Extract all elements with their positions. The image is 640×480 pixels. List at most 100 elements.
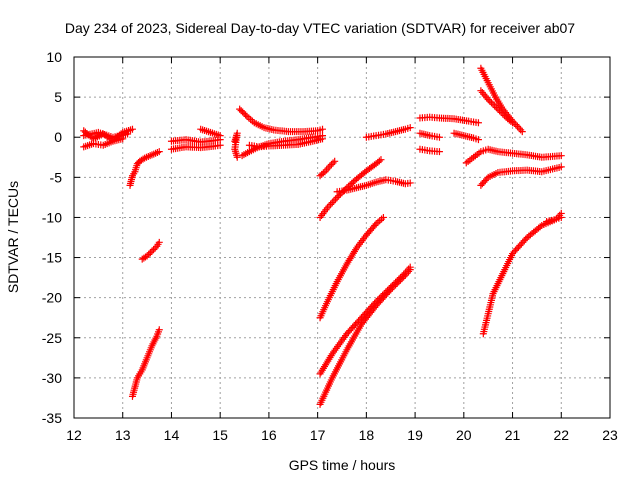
data-point (557, 152, 565, 160)
series-s16 (333, 176, 414, 196)
data-point (319, 169, 327, 177)
series-s30 (543, 213, 565, 225)
y-tick-label: -10 (42, 209, 62, 225)
data-point (330, 197, 338, 205)
series-s28 (477, 87, 517, 127)
series-s18 (316, 213, 387, 322)
data-point (387, 286, 395, 294)
series-s20 (316, 266, 414, 408)
y-tick-label: -15 (42, 250, 62, 266)
series-s10 (231, 129, 241, 161)
y-tick-label: 5 (54, 89, 62, 105)
data-point (332, 195, 340, 203)
data-point (513, 122, 521, 130)
data-point (522, 235, 530, 243)
series-s14 (316, 157, 339, 180)
y-tick-label: -20 (42, 290, 62, 306)
data-point (507, 117, 515, 125)
data-point (376, 217, 384, 225)
series-s22 (416, 129, 443, 141)
data-point (494, 105, 502, 113)
data-point (390, 282, 398, 290)
x-axis-label: GPS time / hours (289, 457, 396, 473)
x-tick-label: 20 (456, 427, 472, 443)
series-s5 (138, 238, 163, 263)
data-point (146, 249, 154, 257)
data-point (148, 247, 156, 255)
data-point (325, 202, 333, 210)
data-point (329, 159, 337, 167)
data-point (348, 179, 356, 187)
data-point (233, 153, 241, 161)
data-point (388, 284, 396, 292)
data-point (497, 108, 505, 116)
data-point (395, 278, 403, 286)
data-point (328, 199, 336, 207)
series-s2 (80, 135, 127, 151)
data-point (371, 221, 379, 229)
y-tick-label: 10 (46, 49, 62, 65)
data-point (151, 244, 159, 252)
series-s27 (477, 64, 526, 136)
data-point (496, 107, 504, 115)
data-point (435, 133, 443, 141)
series-s23 (450, 129, 482, 144)
data-point (392, 281, 400, 289)
y-tick-label: -5 (50, 169, 63, 185)
series-s9 (197, 125, 224, 140)
series-s15 (316, 156, 385, 221)
data-point (150, 246, 158, 254)
series-s29 (479, 209, 565, 338)
data-point (515, 124, 523, 132)
x-tick-label: 14 (164, 427, 180, 443)
marks-layer (80, 64, 565, 408)
data-point (216, 141, 224, 149)
data-point (396, 276, 404, 284)
data-point (331, 157, 339, 165)
x-tick-label: 23 (602, 427, 618, 443)
data-point (374, 218, 382, 226)
data-point (484, 96, 492, 104)
data-point (500, 112, 508, 120)
data-point (327, 160, 335, 168)
chart-title: Day 234 of 2023, Sidereal Day-to-day VTE… (65, 20, 575, 36)
y-tick-label: -35 (42, 410, 62, 426)
data-point (499, 110, 507, 118)
data-point (145, 250, 153, 258)
data-point (509, 119, 517, 127)
data-point (557, 213, 565, 221)
x-tick-label: 18 (359, 427, 375, 443)
data-point (517, 126, 525, 134)
data-point (124, 130, 132, 138)
series-s6 (128, 326, 163, 400)
y-tick-label: -30 (42, 370, 62, 386)
data-point (128, 125, 136, 133)
data-point (326, 162, 334, 170)
data-point (379, 213, 387, 221)
data-point (400, 273, 408, 281)
data-point (518, 128, 526, 136)
data-point (406, 266, 414, 274)
x-tick-label: 22 (553, 427, 569, 443)
data-point (349, 178, 357, 186)
series-s4 (126, 148, 163, 189)
ticks-layer: 12 13 14 15 16 17 18 19 20 21 22 23 -35 -30 -25 -20 -15 -… (42, 49, 618, 443)
data-point (319, 135, 327, 143)
data-point (119, 135, 127, 143)
data-point (346, 181, 354, 189)
data-point (319, 125, 327, 133)
data-point (406, 124, 414, 132)
y-tick-label: -25 (42, 330, 62, 346)
y-tick-label: 0 (54, 129, 62, 145)
data-point (327, 200, 335, 208)
series-s25 (462, 145, 565, 167)
data-point (486, 97, 494, 105)
data-point (247, 116, 255, 124)
data-point (393, 279, 401, 287)
series-s17 (362, 124, 414, 141)
data-point (474, 136, 482, 144)
data-point (557, 163, 565, 171)
data-point (155, 238, 163, 246)
series-s11 (236, 105, 327, 136)
